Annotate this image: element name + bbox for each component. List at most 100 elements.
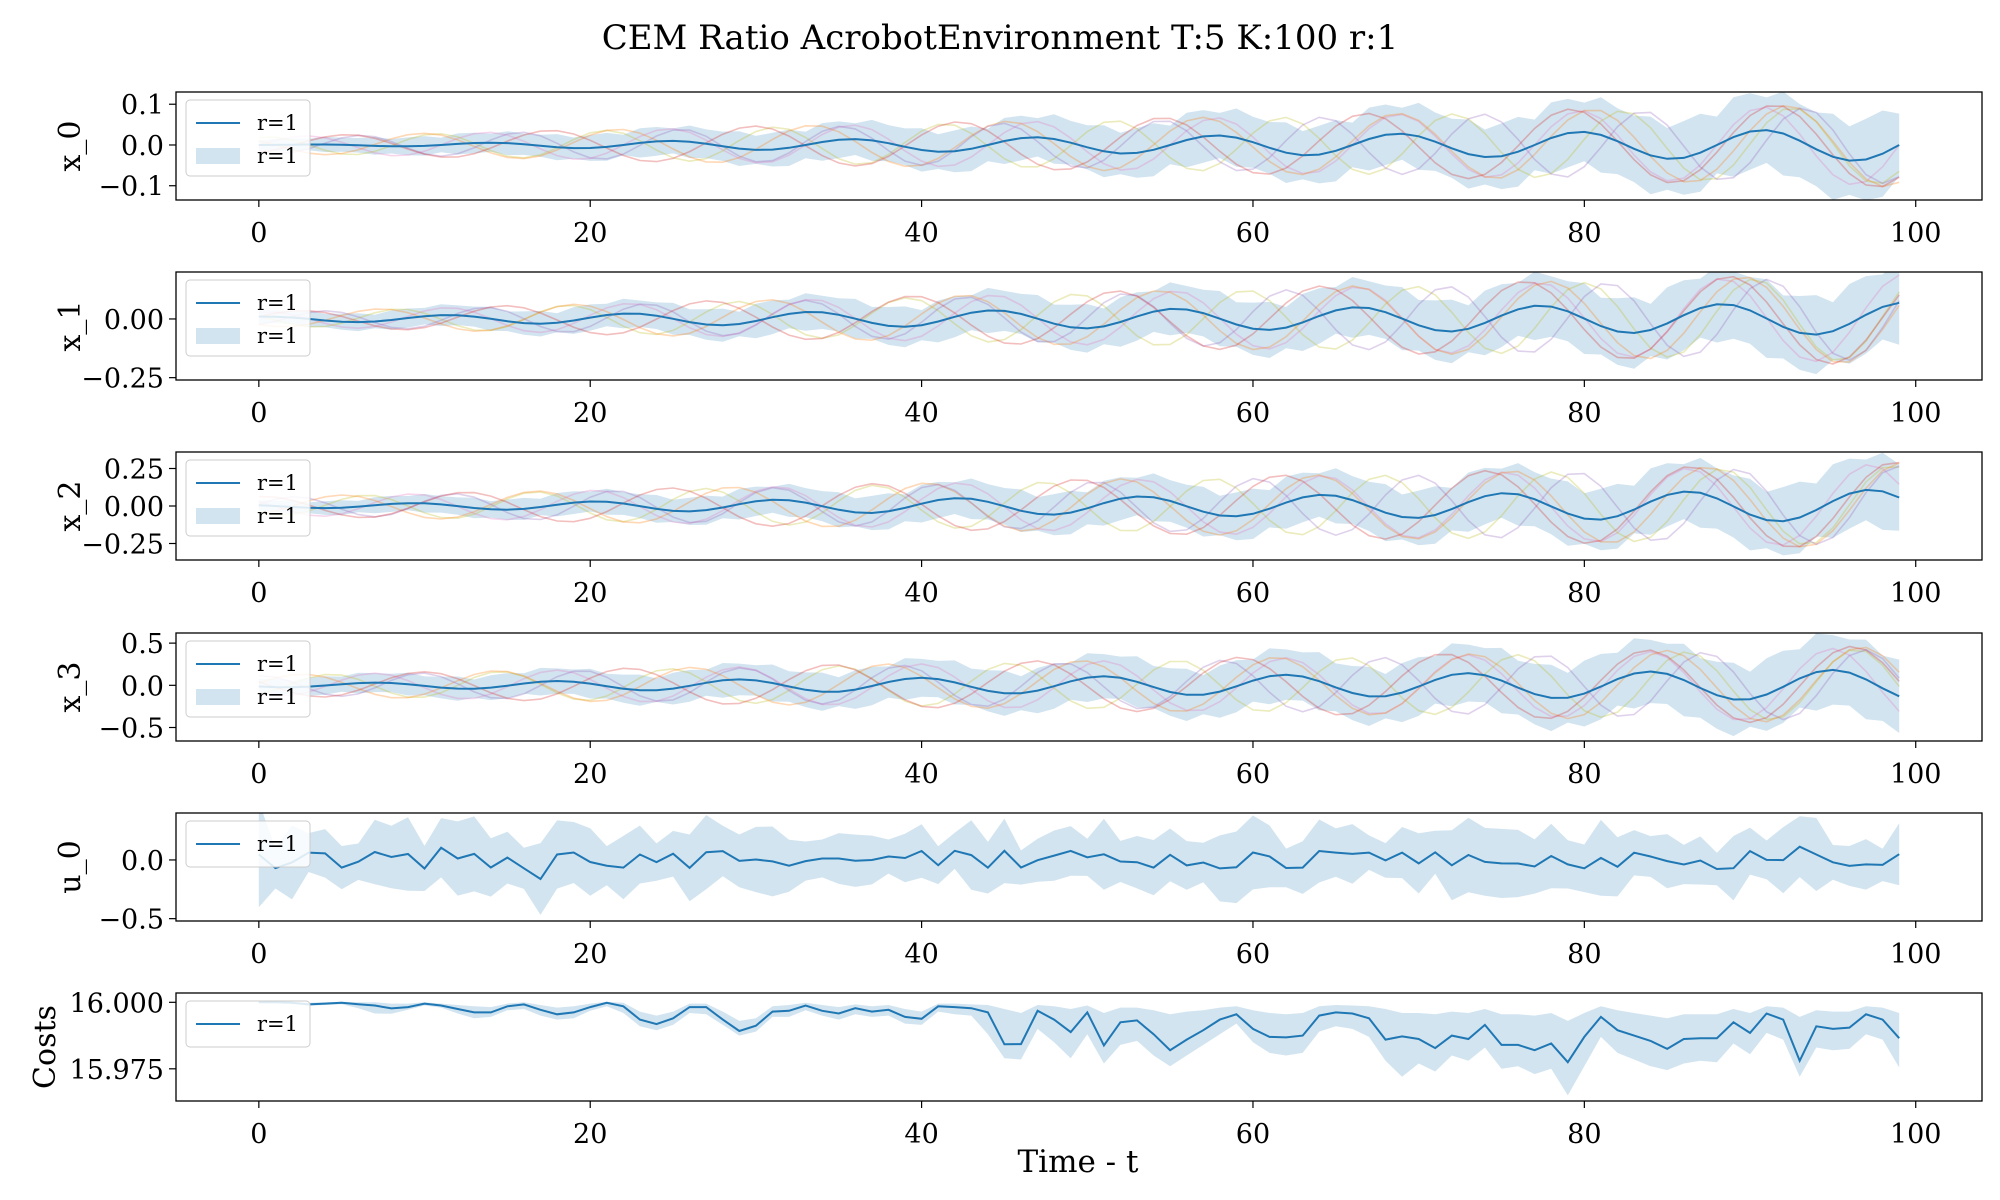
x-tick-label: 20 xyxy=(573,218,607,249)
sample-trajectory-line xyxy=(258,274,1900,363)
sample-trajectory-line xyxy=(258,107,1900,185)
x-tick-label: 40 xyxy=(904,218,938,249)
legend: r=1 xyxy=(185,1000,311,1048)
confidence-band xyxy=(258,1001,1900,1096)
sample-trajectory-line xyxy=(258,104,1900,188)
x-tick-label: 0 xyxy=(250,939,267,970)
x-tick-label: 0 xyxy=(250,218,267,249)
subplot-1: 0 20 40 60 80 100−0.10.00.1x_0 r=1r=1 xyxy=(53,90,1983,249)
sample-trajectory-line xyxy=(258,465,1900,546)
y-tick-label: −0.5 xyxy=(98,905,164,936)
y-tick-label: 15.975 xyxy=(70,1055,164,1086)
sample-trajectory-line xyxy=(258,461,1900,548)
legend: r=1 xyxy=(185,820,311,868)
sample-trajectory-line xyxy=(258,108,1900,185)
x-tick-label: 40 xyxy=(904,759,938,790)
x-tick-label: 60 xyxy=(1236,939,1270,970)
mean-series-line xyxy=(258,1001,1900,1064)
y-axis-label: x_0 xyxy=(53,120,88,171)
x-tick-label: 80 xyxy=(1567,759,1601,790)
plot-area xyxy=(258,813,1900,915)
legend-label: r=1 xyxy=(257,471,298,495)
x-tick-label: 100 xyxy=(1890,398,1942,429)
x-tick-label: 60 xyxy=(1236,398,1270,429)
legend: r=1r=1 xyxy=(185,640,311,718)
y-tick-label: 0.25 xyxy=(104,455,164,486)
legend-label: r=1 xyxy=(257,652,298,676)
plot-area xyxy=(258,92,1900,200)
x-tick-label: 40 xyxy=(904,939,938,970)
figure-title: CEM Ratio AcrobotEnvironment T:5 K:100 r… xyxy=(602,18,1399,58)
legend-box xyxy=(185,1000,311,1048)
legend-band-swatch xyxy=(196,148,240,164)
x-tick-label: 80 xyxy=(1567,218,1601,249)
y-axis-label: x_3 xyxy=(53,661,88,712)
sample-trajectory-line xyxy=(258,105,1900,188)
axes-frame xyxy=(175,992,1983,1102)
mean-series-line xyxy=(258,129,1900,162)
y-tick-label: 0.0 xyxy=(121,131,164,162)
x-tick-label: 100 xyxy=(1890,578,1942,609)
sample-trajectory-line xyxy=(258,466,1900,545)
x-tick-label: 40 xyxy=(904,398,938,429)
plot-area xyxy=(258,272,1900,375)
x-tick-label: 20 xyxy=(573,759,607,790)
x-tick-label: 20 xyxy=(573,398,607,429)
x-tick-label: 20 xyxy=(573,939,607,970)
legend-box xyxy=(185,820,311,868)
legend-label: r=1 xyxy=(257,832,298,856)
y-tick-label: −0.25 xyxy=(81,530,164,561)
x-axis-label: Time - t xyxy=(1018,1144,1140,1180)
x-tick-label: 100 xyxy=(1890,759,1942,790)
y-tick-label: −0.1 xyxy=(98,172,164,203)
legend-label: r=1 xyxy=(257,1012,298,1036)
mean-series-line xyxy=(258,668,1900,701)
legend-box xyxy=(185,459,311,537)
legend: r=1r=1 xyxy=(185,459,311,537)
y-tick-label: 0.0 xyxy=(121,846,164,877)
x-tick-label: 20 xyxy=(573,578,607,609)
legend: r=1r=1 xyxy=(185,279,311,357)
y-tick-label: 0.5 xyxy=(121,629,164,660)
axes-frame xyxy=(175,632,1983,742)
mean-series-line xyxy=(258,301,1900,336)
confidence-band xyxy=(258,272,1900,375)
y-tick-label: 16.000 xyxy=(70,988,164,1019)
legend-box xyxy=(185,640,311,718)
sample-trajectory-line xyxy=(258,464,1900,546)
legend-label: r=1 xyxy=(257,685,298,709)
legend-label: r=1 xyxy=(257,324,298,348)
x-tick-label: 80 xyxy=(1567,939,1601,970)
sample-trajectory-line xyxy=(258,647,1900,721)
axes-frame xyxy=(175,91,1983,201)
y-tick-label: 0.1 xyxy=(121,90,164,121)
subplot-3: 0 20 40 60 80 100−0.250.000.25x_2 r=1r=1 xyxy=(53,451,1983,609)
sample-trajectory-line xyxy=(258,278,1900,361)
x-tick-label: 60 xyxy=(1236,218,1270,249)
x-tick-label: 100 xyxy=(1890,1119,1942,1150)
subplot-5: 0 20 40 60 80 100 −0.5 0.0 u_0 r=1 xyxy=(53,812,1983,970)
x-tick-label: 60 xyxy=(1236,1119,1270,1150)
confidence-band xyxy=(258,633,1900,737)
x-tick-label: 0 xyxy=(250,578,267,609)
y-tick-label: −0.5 xyxy=(98,714,164,745)
legend-band-swatch xyxy=(196,689,240,705)
legend-box xyxy=(185,99,311,177)
y-axis-label: Costs xyxy=(28,1005,63,1089)
y-axis-label: u_0 xyxy=(53,840,88,893)
subplot-2: 0 20 40 60 80 100−0.250.00x_1 r=1r=1 xyxy=(53,271,1983,429)
legend-band-swatch xyxy=(196,508,240,524)
y-tick-label: 0.00 xyxy=(104,305,164,336)
x-tick-label: 0 xyxy=(250,759,267,790)
confidence-band xyxy=(258,813,1900,915)
x-tick-label: 60 xyxy=(1236,578,1270,609)
x-tick-label: 100 xyxy=(1890,939,1942,970)
y-tick-label: −0.25 xyxy=(81,364,164,395)
sample-trajectory-line xyxy=(258,462,1900,548)
axes-frame xyxy=(175,812,1983,922)
x-tick-label: 20 xyxy=(573,1119,607,1150)
plot-area xyxy=(258,452,1900,556)
x-tick-label: 80 xyxy=(1567,1119,1601,1150)
